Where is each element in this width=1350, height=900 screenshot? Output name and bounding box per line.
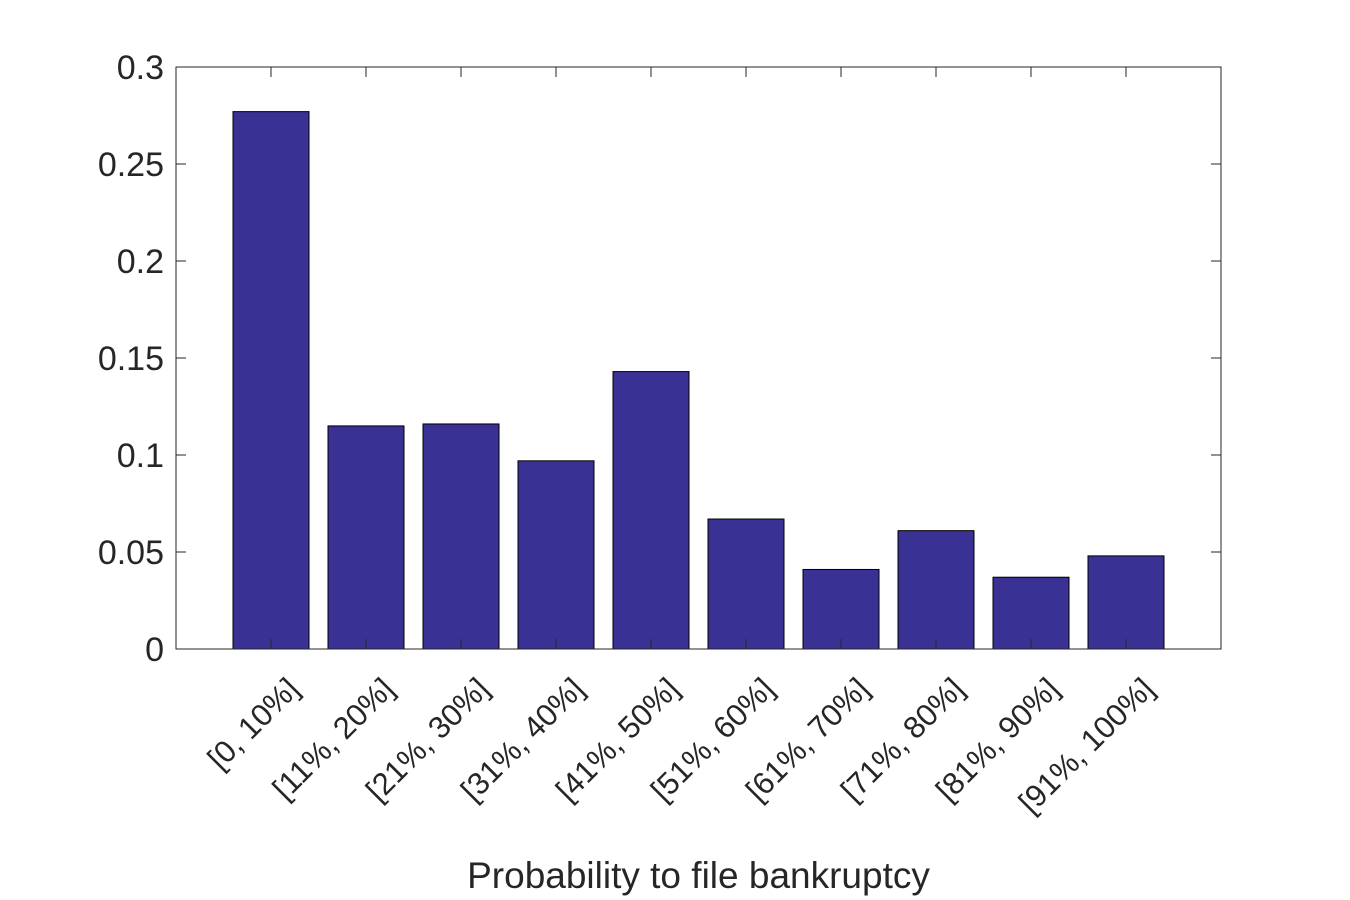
bar-2 <box>327 425 405 650</box>
bars-group <box>232 111 1165 650</box>
bar-8 <box>897 530 975 650</box>
y-tick-labels: 0 0.05 0.1 0.15 0.2 0.25 0.3 <box>98 49 164 669</box>
bar-1 <box>232 111 310 650</box>
bar-4 <box>517 460 595 650</box>
y-tick-label-1: 0.05 <box>98 534 164 572</box>
y-tick-label-5: 0.25 <box>98 146 164 184</box>
bar-10 <box>1087 555 1165 650</box>
bar-9 <box>992 576 1070 650</box>
bar-5 <box>612 371 690 650</box>
bar-7 <box>802 568 880 650</box>
bar-6 <box>707 518 785 650</box>
x-tick-labels: [0, 10%][11%, 20%][21%, 30%][31%, 40%][4… <box>201 671 1161 820</box>
bar-3 <box>422 423 500 650</box>
y-tick-label-3: 0.15 <box>98 340 164 378</box>
x-axis-title: Probability to file bankruptcy <box>467 855 930 896</box>
y-tick-label-2: 0.1 <box>117 437 164 475</box>
y-tick-label-6: 0.3 <box>117 49 164 87</box>
y-tick-label-4: 0.2 <box>117 243 164 281</box>
y-tick-label-0: 0 <box>145 631 164 669</box>
axes-box <box>175 66 1222 650</box>
